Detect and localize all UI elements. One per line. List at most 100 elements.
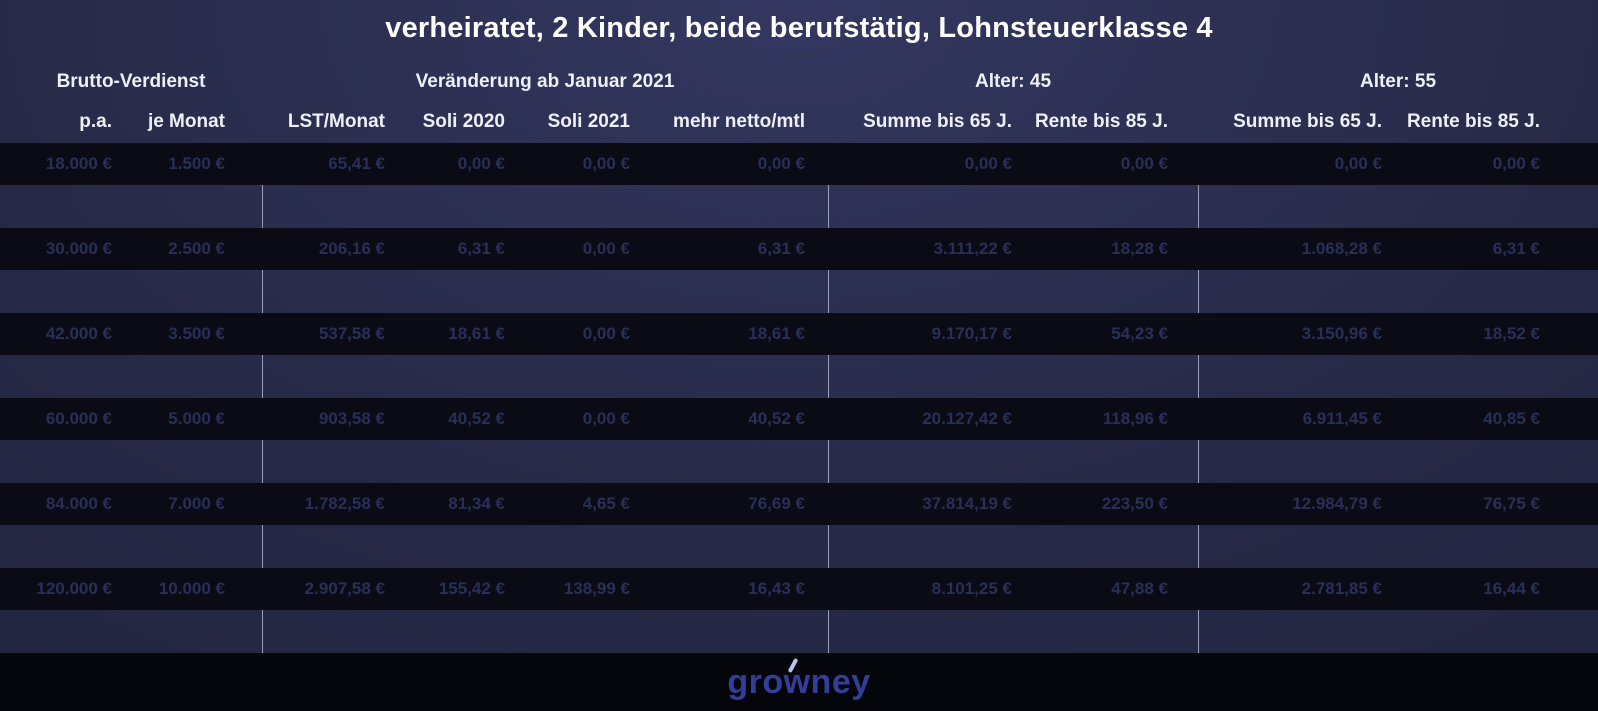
table-cell: 7.000 €: [168, 494, 225, 513]
table-cell: 903,58 €: [318, 409, 385, 428]
table-cell: 6,31 €: [1492, 239, 1540, 258]
table-cell: 54,23 €: [1111, 324, 1168, 343]
column-group-divider: [828, 185, 829, 228]
table-row: 84.000 € 7.000 € 1.782,58 € 81,34 € 4,65 € 76…: [0, 483, 1598, 525]
table-cell: 16,44 €: [1483, 579, 1540, 598]
spacer-row: [0, 525, 1598, 568]
column-group-divider: [828, 610, 829, 653]
table-cell: 3.111,22 €: [933, 239, 1012, 258]
col-header-mehr-netto: mehr netto/mtl: [673, 110, 805, 132]
table-cell: 42.000 €: [45, 324, 112, 343]
col-header-lst-monat: LST/Monat: [287, 110, 385, 132]
group-label-brutto-verdienst: Brutto-Verdienst: [56, 70, 206, 92]
table-cell: 76,75 €: [1483, 494, 1540, 513]
table-cell: 0,00 €: [582, 324, 630, 343]
table-row: 120.000 € 10.000 € 2.907,58 € 155,42 € 138,9…: [0, 568, 1598, 610]
column-group-divider: [1198, 355, 1199, 398]
col-header-rente-85-alter55: Rente bis 85 J.: [1406, 110, 1540, 132]
table-cell: 0,00 €: [1334, 154, 1382, 173]
table-cell: 6.911,45 €: [1302, 409, 1382, 428]
table-cell: 76,69 €: [748, 494, 805, 513]
table-cell: 40,52 €: [448, 409, 505, 428]
table-cell: 84.000 €: [45, 494, 112, 513]
page-title: verheiratet, 2 Kinder, beide berufstätig…: [385, 12, 1213, 44]
spacer-row: [0, 185, 1598, 228]
col-header-je-monat: je Monat: [147, 110, 225, 132]
column-group-divider: [262, 525, 263, 568]
column-group-divider: [262, 185, 263, 228]
table-row: 18.000 € 1.500 € 65,41 € 0,00 € 0,00 € 0,00 €…: [0, 143, 1598, 185]
column-group-divider: [828, 355, 829, 398]
table-cell: 18,61 €: [448, 324, 505, 343]
table-cell: 6,31 €: [457, 239, 505, 258]
table-cell: 18,61 €: [748, 324, 805, 343]
spacer-row: [0, 440, 1598, 483]
table-cell: 8.101,25 €: [931, 579, 1012, 598]
table-cell: 16,43 €: [748, 579, 805, 598]
column-group-divider: [828, 440, 829, 483]
table-cell: 0,00 €: [1120, 154, 1168, 173]
table-cell: 4,65 €: [582, 494, 630, 513]
group-label-alter-45: Alter: 45: [974, 70, 1052, 92]
table-cell: 120.000 €: [36, 579, 112, 598]
table-cell: 0,00 €: [582, 154, 630, 173]
table-cell: 1.500 €: [168, 154, 225, 173]
column-group-divider: [262, 440, 263, 483]
spacer-row: [0, 355, 1598, 398]
growney-logo: growney: [727, 657, 871, 702]
table-cell: 118,96 €: [1102, 409, 1168, 428]
col-header-soli-2020: Soli 2020: [422, 110, 505, 132]
table-cell: 18.000 €: [45, 154, 112, 173]
table-cell: 0,00 €: [757, 154, 805, 173]
table-cell: 10.000 €: [158, 579, 225, 598]
table-column-header: p.a. je Monat LST/Monat Soli 2020 Soli 2…: [0, 100, 1598, 143]
col-header-soli-2021: Soli 2021: [547, 110, 630, 132]
table-cell: 60.000 €: [45, 409, 112, 428]
table-cell: 155,42 €: [438, 579, 505, 598]
column-group-divider: [1198, 525, 1199, 568]
table-cell: 20.127,42 €: [922, 409, 1012, 428]
column-group-divider: [262, 270, 263, 313]
table-cell: 40,85 €: [1483, 409, 1540, 428]
column-group-divider: [1198, 440, 1199, 483]
table-cell: 37.814,19 €: [922, 494, 1012, 513]
table-cell: 5.000 €: [168, 409, 225, 428]
table-cell: 40,52 €: [748, 409, 805, 428]
col-header-summe-65-alter55: Summe bis 65 J.: [1233, 110, 1382, 132]
table-group-header: Brutto-Verdienst Veränderung ab Januar 2…: [0, 63, 1598, 100]
logo-text: growney: [727, 662, 871, 701]
column-group-divider: [262, 355, 263, 398]
col-header-summe-65-alter45: Summe bis 65 J.: [863, 110, 1012, 132]
table-row: 42.000 € 3.500 € 537,58 € 18,61 € 0,00 € 18,6…: [0, 313, 1598, 355]
table-cell: 18,52 €: [1483, 324, 1540, 343]
table-cell: 65,41 €: [328, 154, 385, 173]
table-cell: 0,00 €: [457, 154, 505, 173]
column-group-divider: [262, 610, 263, 653]
table-cell: 0,00 €: [964, 154, 1012, 173]
column-group-divider: [1198, 270, 1199, 313]
column-group-divider: [1198, 610, 1199, 653]
table-cell: 47,88 €: [1111, 579, 1168, 598]
table-cell: 9.170,17 €: [931, 324, 1012, 343]
table-cell: 537,58 €: [318, 324, 385, 343]
table-cell: 3.150,96 €: [1301, 324, 1382, 343]
column-group-divider: [828, 525, 829, 568]
footer: growney: [0, 653, 1598, 711]
table-rows: 18.000 € 1.500 € 65,41 € 0,00 € 0,00 € 0,00 €…: [0, 143, 1598, 653]
col-header-rente-85-alter45: Rente bis 85 J.: [1034, 110, 1168, 132]
table-cell: 18,28 €: [1111, 239, 1168, 258]
table-cell: 0,00 €: [1492, 154, 1540, 173]
table-cell: 223,50 €: [1101, 494, 1168, 513]
table-cell: 1.782,58 €: [304, 494, 385, 513]
table-row: 30.000 € 2.500 € 206,16 € 6,31 € 0,00 € 6,31 …: [0, 228, 1598, 270]
col-header-pa: p.a.: [79, 110, 112, 132]
spacer-row: [0, 270, 1598, 313]
table-cell: 6,31 €: [757, 239, 805, 258]
table-cell: 0,00 €: [582, 239, 630, 258]
group-label-veraenderung-2021: Veränderung ab Januar 2021: [415, 70, 675, 92]
column-group-divider: [1198, 185, 1199, 228]
table-cell: 81,34 €: [448, 494, 505, 513]
column-group-divider: [828, 270, 829, 313]
spacer-row: [0, 610, 1598, 653]
table-row: 60.000 € 5.000 € 903,58 € 40,52 € 0,00 € 40,5…: [0, 398, 1598, 440]
